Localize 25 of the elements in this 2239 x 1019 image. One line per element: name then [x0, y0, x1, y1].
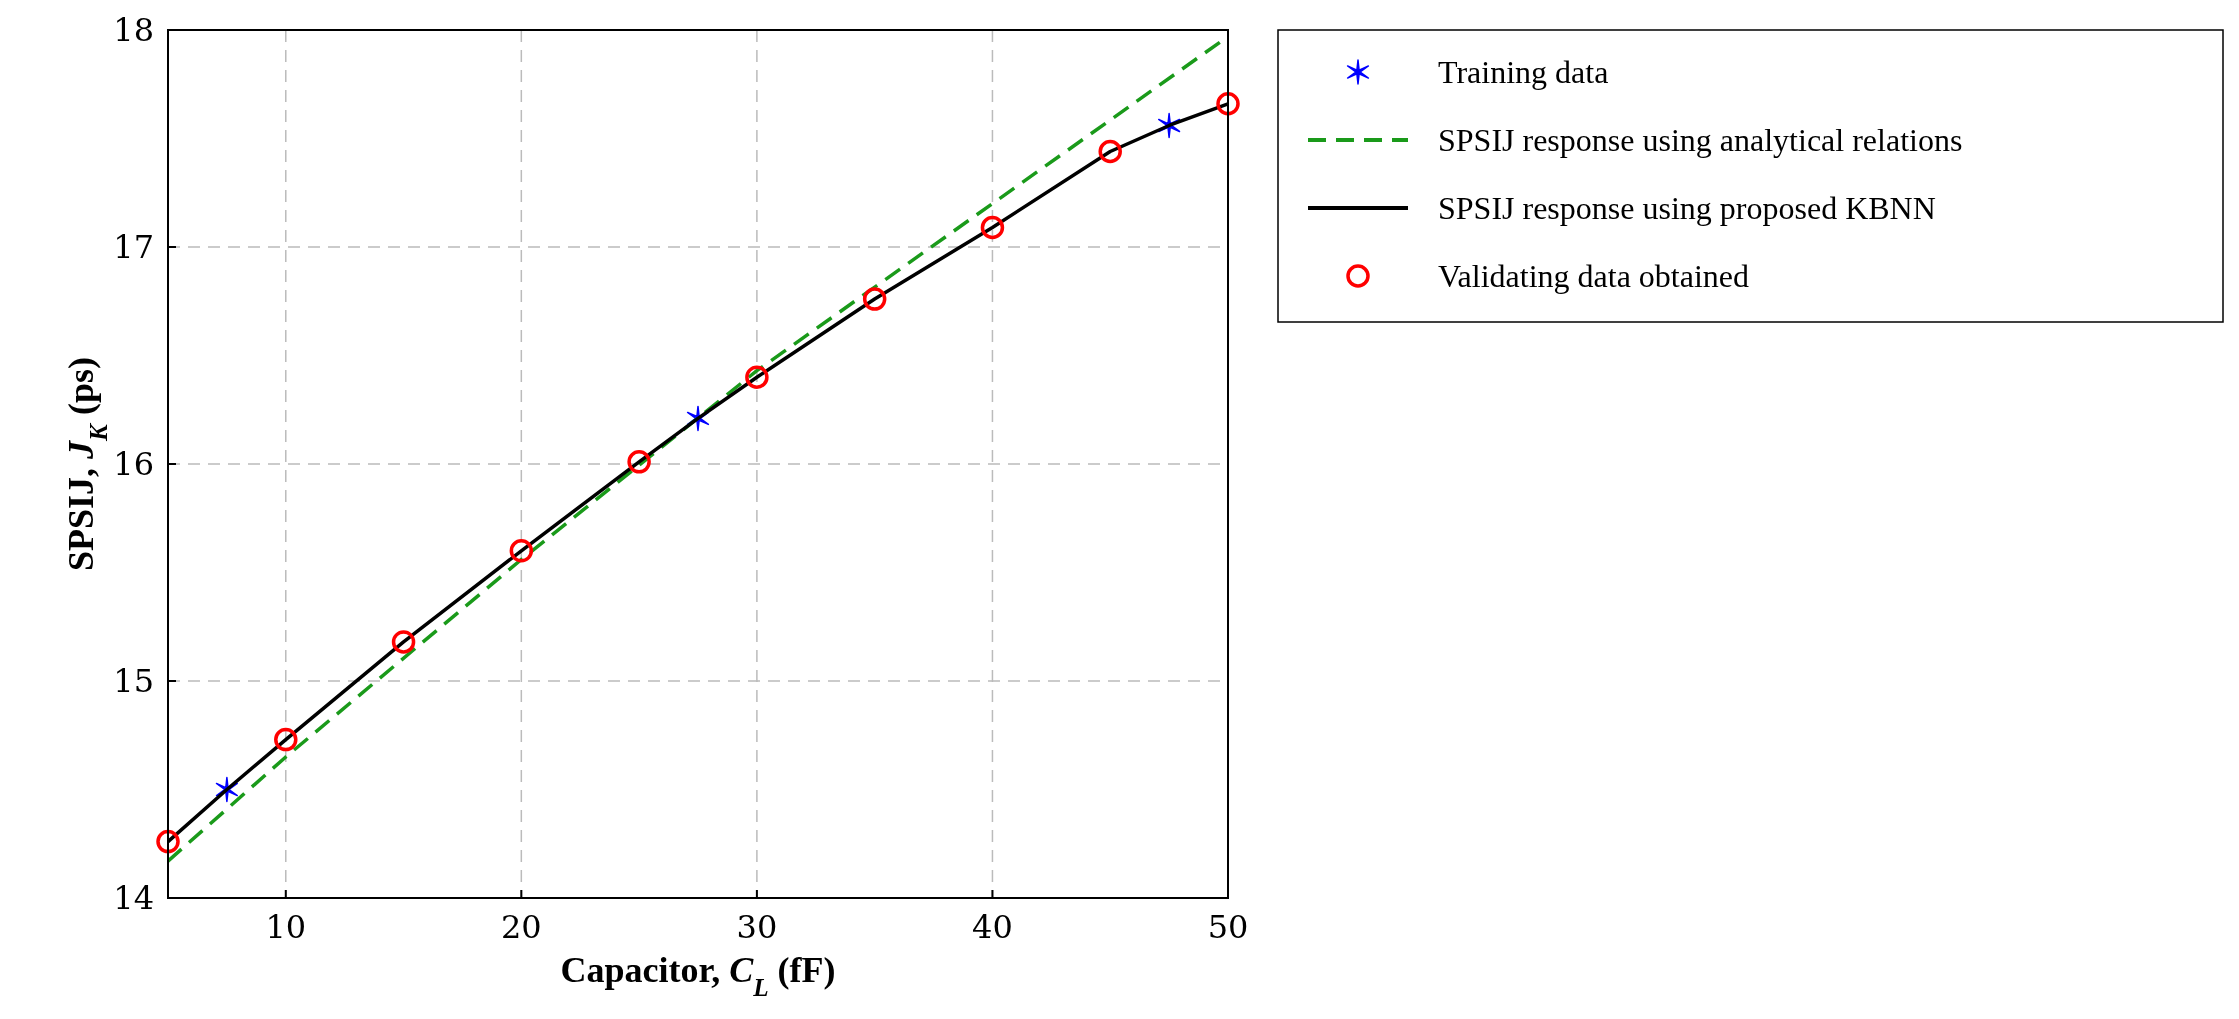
- x-tick-label: 10: [265, 908, 307, 946]
- y-tick-label: 17: [113, 228, 154, 266]
- point: [156, 829, 180, 854]
- y-tick-label: 15: [113, 662, 154, 700]
- legend-label: Training data: [1438, 54, 1609, 90]
- point: [391, 630, 416, 654]
- point: [862, 287, 887, 311]
- legend-label: SPSIJ response using proposed KBNN: [1438, 190, 1936, 226]
- point: [1216, 92, 1240, 116]
- x-tick-label: 50: [1207, 908, 1249, 946]
- point: [745, 365, 769, 389]
- legend-label: Validating data obtained: [1438, 258, 1750, 294]
- x-tick-label: 20: [500, 908, 542, 946]
- legend-label: SPSIJ response using analytical relations: [1438, 122, 1963, 158]
- point: [627, 450, 651, 474]
- x-tick-label: 40: [972, 908, 1013, 946]
- point: [509, 539, 534, 563]
- y-tick-label: 14: [113, 879, 154, 917]
- point: [1098, 139, 1122, 164]
- x-axis-title: Capacitor, C$_{L}$ (fF): [560, 950, 836, 1001]
- point: [980, 215, 1005, 240]
- y-tick-label: 18: [113, 11, 154, 49]
- x-tick-label: 30: [736, 908, 778, 946]
- point: [274, 727, 298, 752]
- y-tick-label: 16: [113, 445, 154, 483]
